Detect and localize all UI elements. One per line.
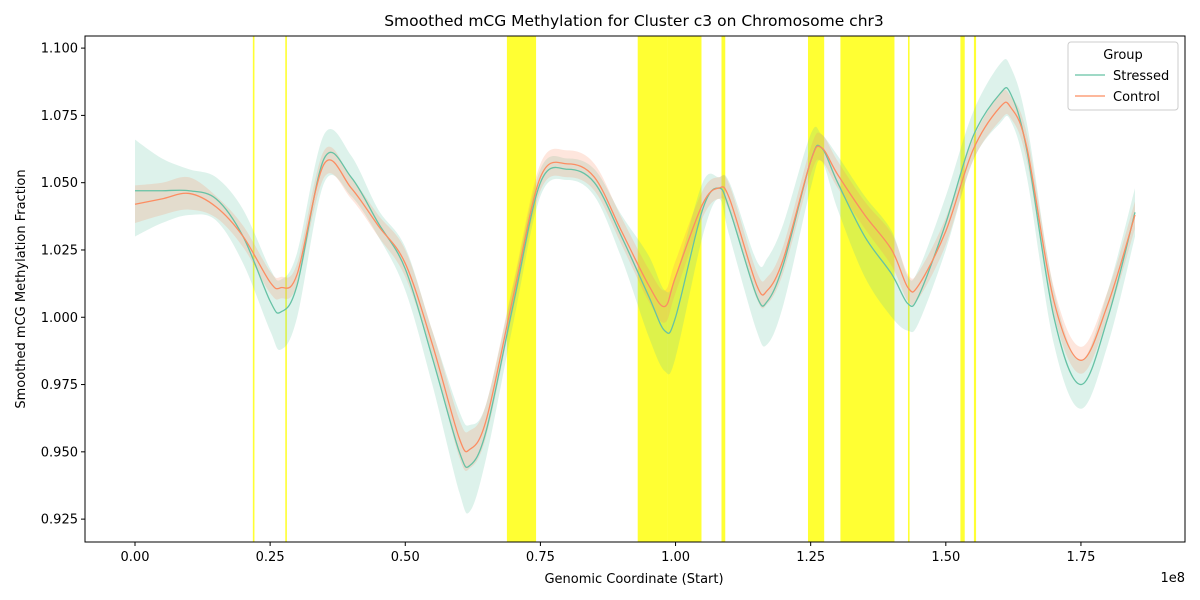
y-tick-label: 0.925 <box>41 513 78 528</box>
y-tick-label: 0.950 <box>41 445 78 460</box>
y-tick-label: 1.100 <box>41 42 78 57</box>
y-tick-label: 1.050 <box>41 176 78 191</box>
series-line-stressed <box>135 86 1136 468</box>
y-tick-label: 1.000 <box>41 311 78 326</box>
legend-title: Group <box>1103 48 1143 63</box>
legend-label-control: Control <box>1113 90 1160 105</box>
highlight-region <box>807 36 825 542</box>
highlight-region <box>637 36 668 542</box>
highlight-region <box>973 36 977 542</box>
x-axis-offset-label: 1e8 <box>1160 571 1185 586</box>
highlight-regions <box>252 36 977 542</box>
x-axis-ticks: 0.00 0.25 0.50 0.75 1.00 1.25 1.50 1.75 <box>121 542 1095 565</box>
confidence-bands <box>135 58 1135 514</box>
legend: Group Stressed Control <box>1067 41 1179 111</box>
plot-frame <box>84 35 1186 543</box>
legend-label-stressed: Stressed <box>1113 69 1169 84</box>
highlight-region <box>667 36 702 542</box>
series-lines <box>134 86 1136 468</box>
y-tick-label: 1.075 <box>41 109 78 124</box>
y-tick-label: 0.975 <box>41 378 78 393</box>
x-tick-label: 0.50 <box>391 550 420 565</box>
x-tick-label: 0.00 <box>121 550 150 565</box>
highlight-region <box>840 36 895 542</box>
confidence-band-stressed <box>135 58 1135 514</box>
highlight-region <box>252 36 255 542</box>
legend-box <box>1067 41 1179 111</box>
x-tick-label: 1.25 <box>796 550 825 565</box>
x-tick-label: 1.75 <box>1066 550 1095 565</box>
highlight-region <box>721 36 726 542</box>
x-tick-label: 0.75 <box>526 550 555 565</box>
y-axis-label: Smoothed mCG Methylation Fraction <box>14 169 29 408</box>
highlight-region <box>506 36 537 542</box>
series-line-control <box>134 101 1136 453</box>
highlight-region <box>960 36 965 542</box>
x-tick-label: 0.25 <box>256 550 285 565</box>
x-tick-label: 1.00 <box>661 550 690 565</box>
y-tick-label: 1.025 <box>41 243 78 258</box>
plot-area <box>134 36 1136 542</box>
x-axis-label: Genomic Coordinate (Start) <box>544 572 723 587</box>
chart-title: Smoothed mCG Methylation for Cluster c3 … <box>384 12 884 30</box>
y-axis-ticks: 0.925 0.950 0.975 1.000 1.025 1.050 1.075 1.100 <box>41 42 85 528</box>
highlight-region <box>285 36 287 542</box>
x-tick-label: 1.50 <box>931 550 960 565</box>
